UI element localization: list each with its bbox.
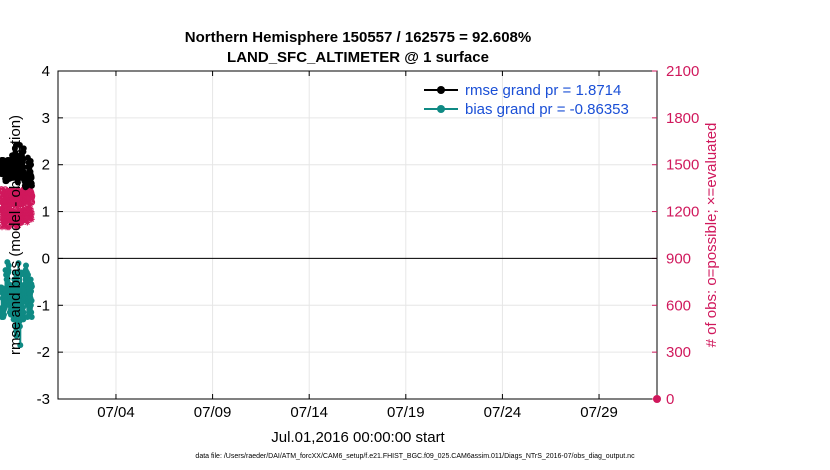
y-axis-label: rmse and bias (model - observation) [7, 115, 24, 355]
left-axis: -3 -2 -1 0 1 2 3 4 [37, 63, 63, 408]
y-tick-label: 0 [42, 250, 50, 267]
bias-point [22, 262, 29, 269]
rmse-point [28, 161, 35, 168]
legend-rmse-marker [437, 86, 445, 94]
legend: rmse grand pr = 1.8714 bias grand pr = -… [424, 82, 629, 118]
legend-bias-marker [437, 105, 445, 113]
y-tick-label: -3 [37, 391, 50, 408]
data-marks [0, 142, 661, 403]
bias-point [11, 276, 18, 283]
rmse-point [20, 145, 27, 152]
bias-point [15, 260, 22, 267]
bias-point [13, 328, 20, 335]
legend-rmse-label: rmse grand pr = 1.8714 [465, 82, 621, 99]
x-tick-label: 07/04 [97, 404, 135, 421]
plot-area [57, 70, 658, 400]
bias-point [28, 297, 35, 304]
bias-point [20, 309, 27, 316]
bias-point [28, 309, 35, 316]
data-file-footnote: data file: /Users/raeder/DAI/ATM_forcXX/… [195, 453, 635, 460]
evaluated-obs-point [28, 210, 35, 217]
x-axis: 07/04 07/09 07/14 07/19 07/24 07/29 [97, 71, 618, 421]
evaluated-obs-point [26, 200, 33, 207]
y-right-tick-label: 600 [666, 297, 691, 314]
y-tick-label: 3 [42, 110, 50, 127]
legend-bias-label: bias grand pr = -0.86353 [465, 101, 629, 118]
rmse-point [28, 182, 35, 189]
bias-point [19, 304, 26, 311]
x-tick-label: 07/24 [484, 404, 522, 421]
evaluated-obs-point [28, 216, 35, 223]
y-right-tick-label: 0 [666, 391, 674, 408]
evaluated-obs-point [15, 222, 22, 229]
x-axis-label: Jul.01,2016 00:00:00 start [271, 429, 445, 446]
bias-point [28, 314, 35, 320]
bias-point [17, 342, 24, 349]
right-axis-zero-marker [653, 395, 661, 403]
chart-title: Northern Hemisphere 150557 / 162575 = 92… [185, 29, 531, 46]
x-tick-label: 07/09 [194, 404, 232, 421]
evaluated-obs-point [25, 196, 32, 203]
y-right-tick-label: 1800 [666, 110, 699, 127]
bias-point [28, 283, 35, 290]
bias-point [5, 262, 12, 269]
y-right-tick-label: 2100 [666, 63, 699, 80]
rmse-point [20, 164, 27, 171]
bias-point [27, 276, 34, 283]
bias-point [4, 276, 11, 283]
y-right-tick-label: 1500 [666, 157, 699, 174]
rmse-point [14, 179, 21, 186]
bias-point [0, 311, 7, 318]
evaluated-obs-point [2, 203, 9, 210]
y-right-tick-label: 900 [666, 250, 691, 267]
chart-subtitle: LAND_SFC_ALTIMETER @ 1 surface [227, 49, 489, 66]
rmse-point [28, 174, 35, 181]
y-tick-label: -1 [37, 297, 50, 314]
rmse-point [20, 157, 27, 164]
y-tick-label: 2 [42, 157, 50, 174]
bias-point [16, 323, 23, 330]
right-axis: 0 300 600 900 1200 1500 1800 2100 [652, 63, 699, 408]
evaluated-obs-point [7, 205, 14, 212]
bias-point [1, 304, 8, 311]
y-tick-label: 4 [42, 63, 50, 80]
bias-point [28, 288, 35, 295]
evaluated-obs-point [24, 214, 31, 221]
y-right-tick-label: 300 [666, 344, 691, 361]
evaluated-obs-point [24, 219, 31, 226]
y-axis-label-right: # of obs: o=possible; ×=evaluated [703, 123, 720, 348]
y-tick-label: -2 [37, 344, 50, 361]
x-tick-label: 07/14 [290, 404, 328, 421]
evaluated-obs-point [0, 224, 6, 231]
bias-point [5, 267, 12, 274]
evaluated-obs-point [6, 224, 13, 231]
bias-point [13, 332, 20, 339]
x-tick-label: 07/19 [387, 404, 425, 421]
x-tick-label: 07/29 [580, 404, 618, 421]
bias-point [27, 302, 34, 309]
y-right-tick-label: 1200 [666, 204, 699, 221]
bias-point [10, 316, 17, 323]
y-tick-label: 1 [42, 204, 50, 221]
bias-point [24, 271, 31, 278]
